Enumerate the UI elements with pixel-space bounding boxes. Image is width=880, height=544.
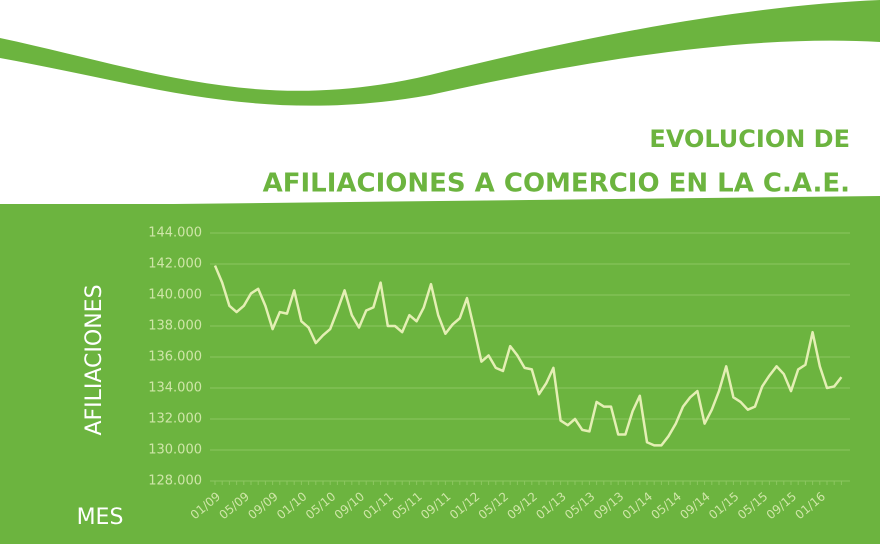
y-tick-label: 134.000: [148, 381, 202, 396]
y-tick-label: 142.000: [148, 257, 202, 272]
y-tick-label: 138.000: [148, 319, 202, 334]
y-tick-label: 140.000: [148, 288, 202, 303]
y-tick-label: 132.000: [148, 412, 202, 427]
data-line: [213, 265, 843, 447]
title-line: EVOLUCION DE: [649, 125, 850, 153]
y-tick-label: 136.000: [148, 350, 202, 365]
banner: [0, 40, 880, 206]
y-tick-label: 130.000: [148, 443, 202, 458]
panel: [0, 204, 880, 544]
y-axis-label: AFILIACIONES: [82, 284, 107, 435]
title-line: AFILIACIONES A COMERCIO EN LA C.A.E.: [263, 169, 850, 199]
x-axis-label: MES: [77, 505, 124, 530]
y-tick-label: 128.000: [148, 474, 202, 489]
y-tick-label: 144.000: [148, 226, 202, 241]
